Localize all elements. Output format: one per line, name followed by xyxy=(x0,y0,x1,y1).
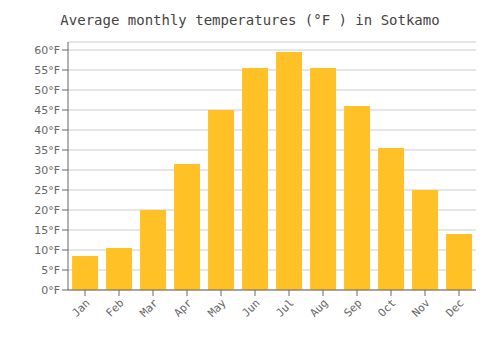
svg-text:Jan: Jan xyxy=(69,296,92,319)
svg-text:55°F: 55°F xyxy=(34,64,60,77)
svg-text:45°F: 45°F xyxy=(34,104,60,117)
svg-text:Apr: Apr xyxy=(171,296,195,320)
svg-text:0°F: 0°F xyxy=(41,284,60,297)
svg-text:Dec: Dec xyxy=(443,296,466,319)
svg-text:Feb: Feb xyxy=(103,296,126,319)
svg-text:40°F: 40°F xyxy=(34,124,60,137)
svg-text:25°F: 25°F xyxy=(34,184,60,197)
svg-text:10°F: 10°F xyxy=(34,244,60,257)
html-text:Average monthly temperatures (: Average monthly temperatures (°F ) in So… xyxy=(60,12,440,28)
svg-text:15°F: 15°F xyxy=(34,224,60,237)
svg-text:30°F: 30°F xyxy=(34,164,60,177)
svg-text:Jul: Jul xyxy=(273,296,296,319)
svg-text:Mar: Mar xyxy=(137,296,161,320)
svg-text:Jun: Jun xyxy=(239,296,262,319)
svg-text:Aug: Aug xyxy=(307,296,330,319)
svg-text:20°F: 20°F xyxy=(34,204,60,217)
svg-text:Oct: Oct xyxy=(375,296,398,319)
svg-text:35°F: 35°F xyxy=(34,144,60,157)
svg-text:Nov: Nov xyxy=(409,296,433,320)
svg-text:50°F: 50°F xyxy=(34,84,60,97)
svg-text:5°F: 5°F xyxy=(41,264,60,277)
svg-text:Sep: Sep xyxy=(341,296,364,319)
svg-text:May: May xyxy=(205,296,229,320)
svg-text:60°F: 60°F xyxy=(34,44,60,57)
